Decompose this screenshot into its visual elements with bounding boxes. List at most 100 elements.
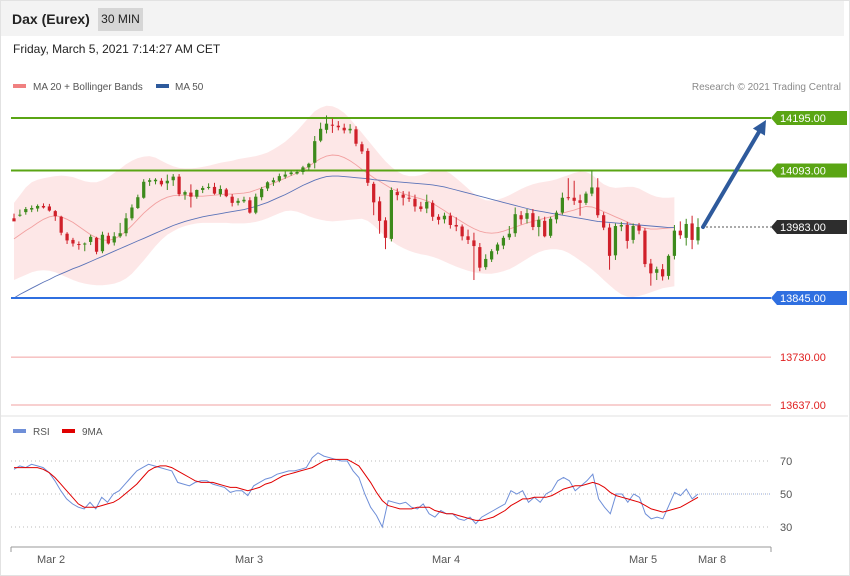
rsi-line bbox=[13, 452, 699, 529]
candle-body bbox=[330, 124, 335, 126]
ma20-line bbox=[13, 154, 675, 241]
candle-body bbox=[360, 144, 364, 152]
candle-body bbox=[489, 251, 494, 260]
candle-body bbox=[413, 198, 417, 207]
candle-body bbox=[112, 236, 116, 243]
candle-body bbox=[153, 179, 158, 182]
candle-body bbox=[442, 215, 447, 220]
candle-body bbox=[649, 263, 653, 274]
candle-body bbox=[41, 205, 46, 208]
candle-body bbox=[283, 174, 287, 177]
candle-body bbox=[83, 243, 87, 245]
legend-9ma-label: 9MA bbox=[82, 427, 103, 438]
candle-body bbox=[324, 123, 329, 130]
candle-body bbox=[136, 197, 140, 209]
candle-body bbox=[271, 180, 276, 183]
candle-body bbox=[342, 127, 346, 131]
candle-body bbox=[30, 208, 34, 210]
candle-body bbox=[513, 214, 517, 234]
level-label: 13637.00 bbox=[780, 400, 826, 412]
candle-body bbox=[53, 211, 57, 217]
candle-body bbox=[431, 202, 435, 217]
rsi-tick-label: 50 bbox=[780, 489, 792, 501]
legend-ma50-label: MA 50 bbox=[175, 82, 204, 93]
rsi-9ma-line bbox=[14, 458, 699, 521]
candle-body bbox=[519, 215, 523, 220]
candle-body bbox=[248, 200, 252, 213]
level-tag bbox=[771, 111, 847, 125]
candle-body bbox=[372, 183, 376, 203]
level-tag bbox=[771, 163, 847, 178]
candle-body bbox=[613, 226, 618, 256]
candle-body bbox=[377, 201, 382, 221]
candle-body bbox=[206, 186, 211, 188]
x-tick-label: Mar 4 bbox=[432, 554, 460, 566]
candle-body bbox=[183, 192, 187, 195]
candle-body bbox=[407, 197, 411, 199]
candle-body bbox=[218, 188, 223, 195]
candle-body bbox=[236, 200, 240, 203]
candle-body bbox=[554, 212, 559, 220]
candle-body bbox=[230, 196, 234, 203]
candle-body bbox=[354, 129, 358, 144]
candle-body bbox=[619, 224, 623, 227]
bollinger-band-area bbox=[14, 105, 675, 297]
level-label: 14093.00 bbox=[780, 165, 826, 177]
candle-body bbox=[625, 224, 629, 241]
candle-body bbox=[395, 192, 399, 196]
x-tick-label: Mar 5 bbox=[629, 554, 657, 566]
candle-body bbox=[590, 187, 594, 194]
candle-body bbox=[212, 186, 217, 194]
candle-body bbox=[501, 237, 506, 246]
candle-body bbox=[18, 214, 22, 216]
candle-body bbox=[531, 213, 535, 228]
instrument-title: Dax (Eurex) bbox=[12, 11, 90, 27]
candle-body bbox=[660, 269, 665, 277]
candle-body bbox=[460, 226, 464, 237]
level-label: 13730.00 bbox=[780, 352, 826, 364]
candle-body bbox=[560, 197, 565, 213]
candle-body bbox=[543, 220, 547, 237]
candle-body bbox=[147, 180, 152, 182]
candle-body bbox=[124, 218, 128, 234]
candle-body bbox=[24, 209, 28, 213]
legend-rsi-label: RSI bbox=[33, 427, 50, 438]
candle-body bbox=[602, 215, 606, 228]
candle-body bbox=[672, 230, 677, 256]
candle-body bbox=[584, 193, 588, 203]
candle-body bbox=[684, 223, 688, 238]
level-label: 13845.00 bbox=[780, 293, 826, 305]
candle-body bbox=[224, 189, 228, 197]
candle-body bbox=[295, 172, 299, 174]
candle-body bbox=[301, 167, 305, 173]
level-label: 13983.00 bbox=[780, 222, 826, 234]
candle-body bbox=[578, 200, 582, 203]
candle-body bbox=[265, 182, 270, 189]
candle-body bbox=[454, 224, 458, 227]
candle-body bbox=[242, 199, 246, 202]
interval-button[interactable]: 30 MIN bbox=[98, 8, 143, 31]
candle-body bbox=[12, 218, 16, 222]
candle-body bbox=[94, 237, 99, 252]
candle-body bbox=[472, 240, 476, 247]
forecast-arrow-head bbox=[752, 120, 766, 136]
candle-body bbox=[47, 206, 52, 211]
candle-body bbox=[142, 181, 146, 198]
candle-body bbox=[495, 244, 500, 251]
candle-body bbox=[307, 163, 311, 168]
candle-body bbox=[690, 223, 694, 240]
candle-body bbox=[525, 213, 529, 219]
candle-body bbox=[678, 230, 682, 236]
legend-swatch-9ma bbox=[62, 429, 75, 433]
candle-body bbox=[566, 197, 570, 199]
candle-body bbox=[336, 125, 340, 128]
candle-body bbox=[277, 176, 281, 181]
candle-body bbox=[313, 141, 317, 163]
candle-body bbox=[448, 215, 452, 225]
candle-body bbox=[159, 180, 164, 185]
candle-body bbox=[318, 128, 323, 141]
candle-body bbox=[348, 128, 352, 131]
level-tag bbox=[771, 291, 847, 306]
candle-body bbox=[637, 225, 641, 231]
candle-body bbox=[596, 187, 600, 216]
